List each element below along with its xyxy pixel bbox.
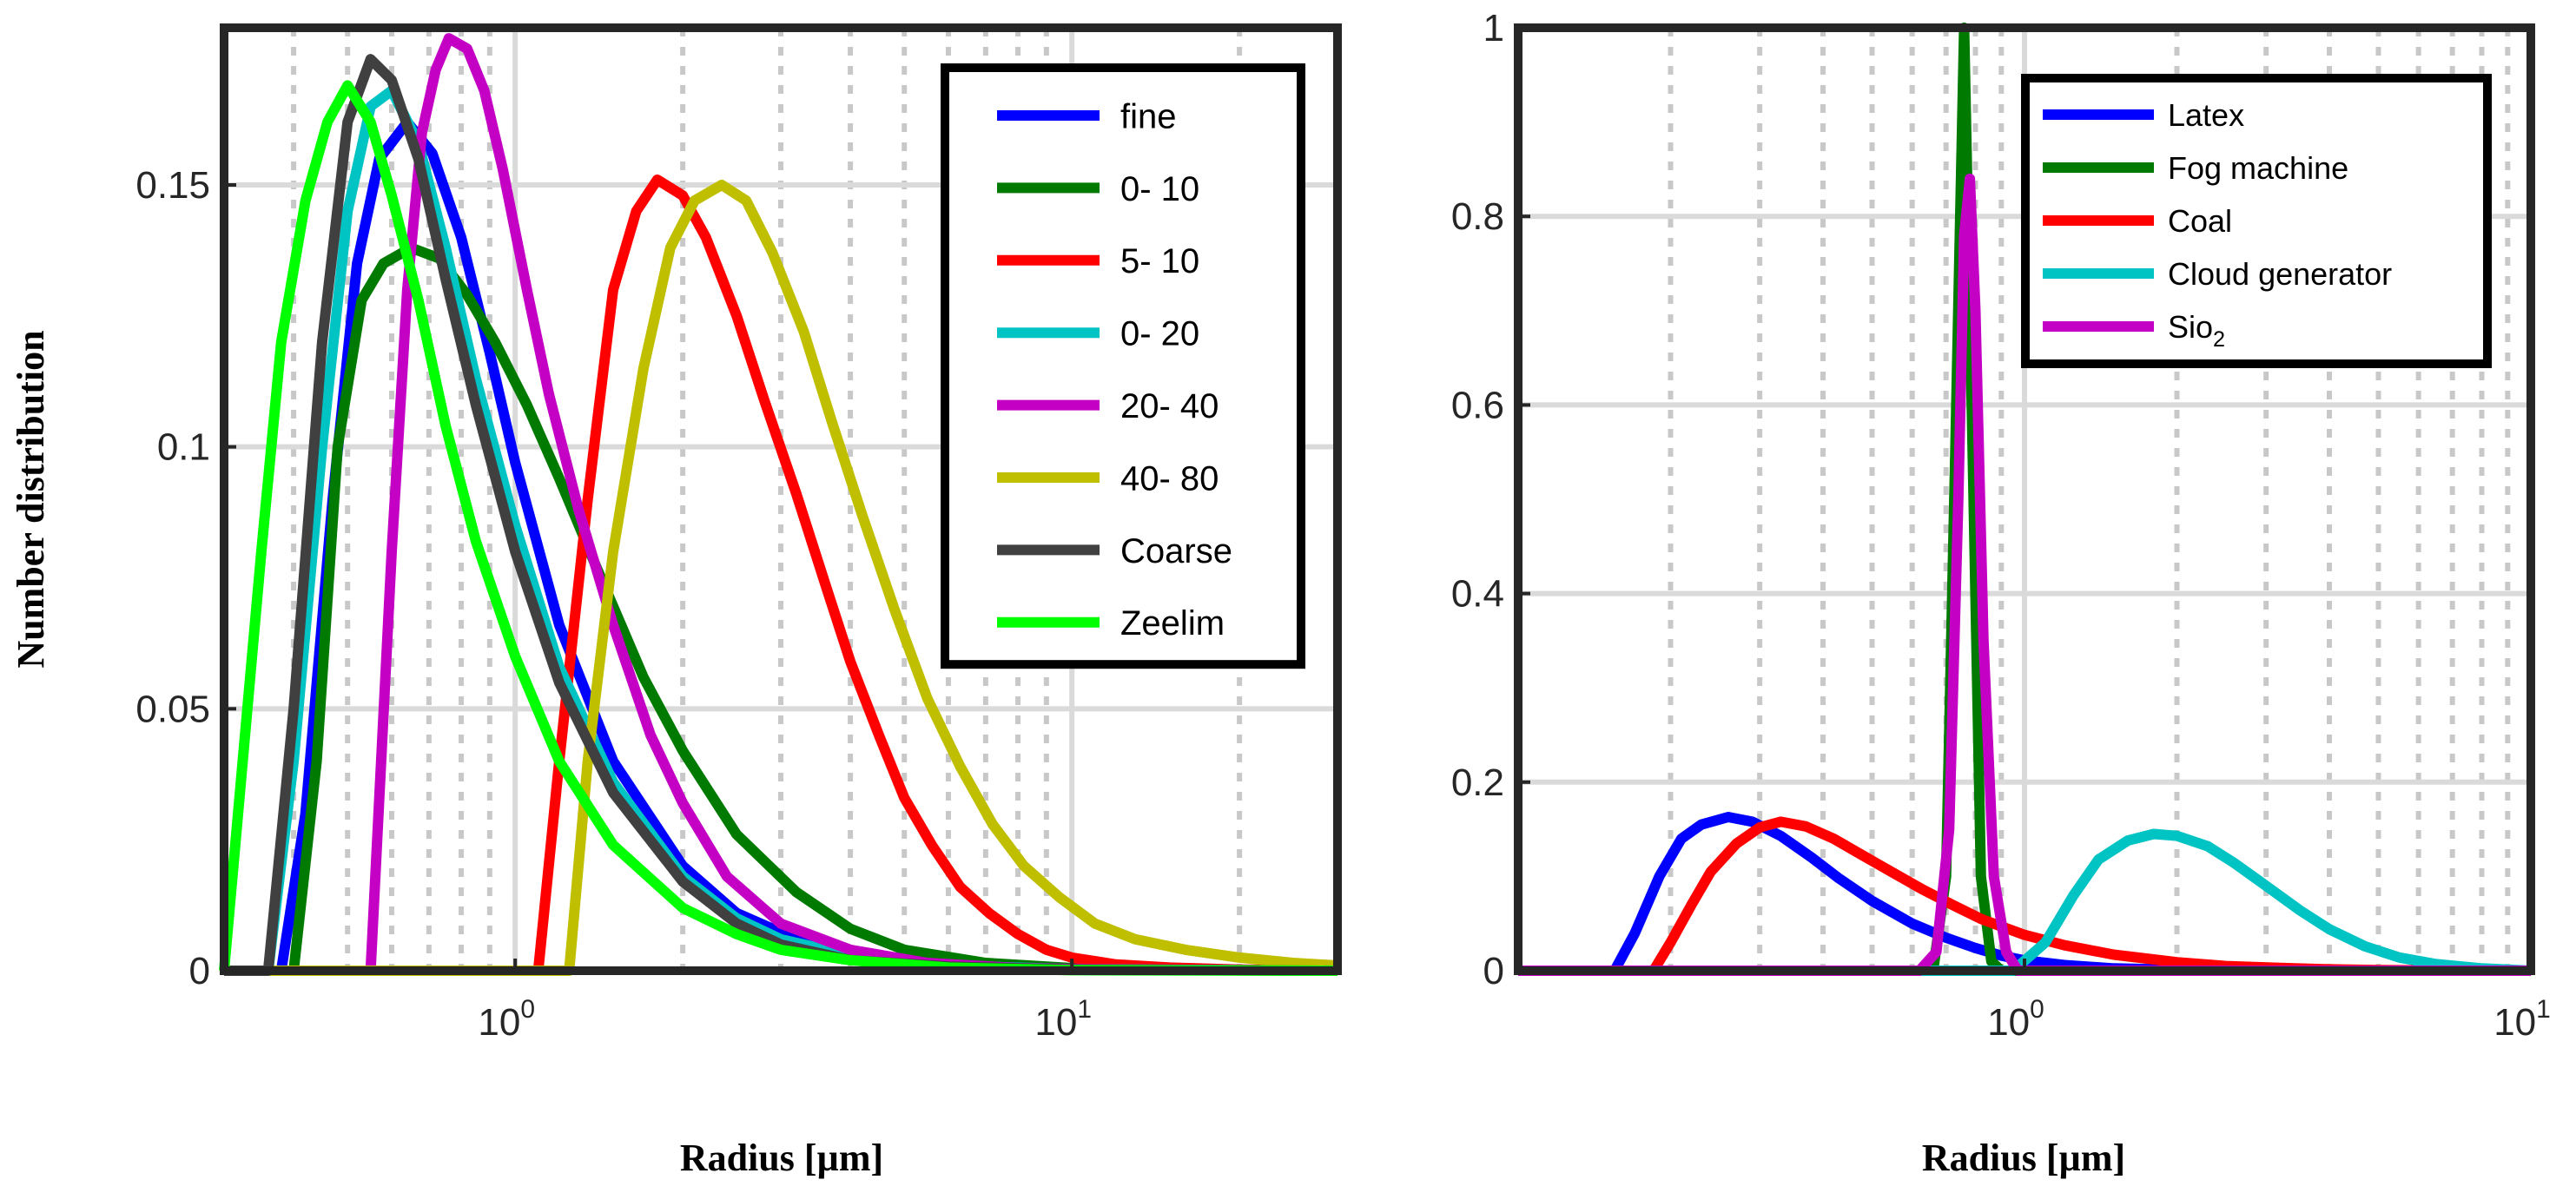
y-tick-label: 0.15 bbox=[135, 164, 210, 207]
legend-label: Cloud generator bbox=[2168, 256, 2392, 292]
right-x-tick-labels: 100 101 bbox=[1987, 959, 2551, 1044]
series-line-5-10 bbox=[224, 175, 1338, 976]
x-tick-label: 101 bbox=[1034, 995, 1092, 1044]
series-line-0-10 bbox=[224, 242, 1338, 976]
legend-label: 0- 20 bbox=[1120, 315, 1199, 353]
y-tick-label: 0 bbox=[189, 950, 210, 992]
right-legend: Latex Fog machine Coal Cloud generator Sio2 bbox=[2021, 74, 2492, 368]
legend-label: Sio2 bbox=[2168, 309, 2225, 352]
legend-label: Latex bbox=[2168, 97, 2244, 133]
left-y-axis-label: Number distribution bbox=[10, 330, 52, 668]
legend-label: Fog machine bbox=[2168, 150, 2348, 186]
left-legend: fine 0- 10 5- 10 0- 20 20- 40 40- 80 Coarse Zee… bbox=[941, 63, 1305, 669]
x-tick-label: 100 bbox=[1987, 995, 2044, 1044]
series-line-cloud-generator bbox=[1518, 828, 2532, 976]
legend-label: fine bbox=[1120, 97, 1177, 135]
series-line-40-80 bbox=[224, 180, 1338, 976]
legend-label: 20- 40 bbox=[1120, 387, 1219, 425]
left-x-tick-labels: 100 101 bbox=[478, 959, 1092, 1044]
y-tick-label: 0.6 bbox=[1451, 384, 1504, 426]
y-tick-label: 0.1 bbox=[157, 426, 210, 469]
y-tick-label: 0 bbox=[1483, 950, 1504, 992]
legend-box bbox=[941, 63, 1305, 669]
left-chart: 0 0.05 0.1 0.15 100 101 Radius [µm] Number d… bbox=[10, 23, 1342, 1179]
series-line-zeelim bbox=[219, 80, 1338, 976]
legend-label: 0- 10 bbox=[1120, 170, 1199, 208]
left-series-layer bbox=[219, 33, 1338, 976]
left-axes-box bbox=[220, 23, 1342, 975]
series-line-sio2 bbox=[1518, 173, 2531, 976]
y-tick-label: 0.2 bbox=[1451, 761, 1504, 804]
legend-label: 5- 10 bbox=[1120, 242, 1199, 280]
y-tick-label: 0.05 bbox=[135, 688, 210, 730]
legend-label: Coal bbox=[2168, 203, 2232, 239]
y-tick-label: 0.8 bbox=[1451, 195, 1504, 238]
left-x-axis-label: Radius [µm] bbox=[680, 1137, 883, 1179]
legend-label: 40- 80 bbox=[1120, 459, 1219, 498]
x-tick-label: 101 bbox=[2493, 995, 2551, 1044]
legend-label: Zeelim bbox=[1120, 604, 1225, 643]
right-chart: 0 0.2 0.4 0.6 0.8 1 100 101 Radius [µm] Latex F… bbox=[1451, 7, 2551, 1179]
legend-label: Coarse bbox=[1120, 532, 1232, 570]
right-x-axis-label: Radius [µm] bbox=[1922, 1137, 2125, 1179]
x-tick-label: 100 bbox=[478, 995, 535, 1044]
y-tick-label: 1 bbox=[1483, 7, 1504, 49]
left-y-tick-labels: 0 0.05 0.1 0.15 bbox=[135, 164, 236, 992]
series-line-20-40 bbox=[224, 33, 1338, 976]
right-y-tick-labels: 0 0.2 0.4 0.6 0.8 1 bbox=[1451, 7, 1530, 992]
y-tick-label: 0.4 bbox=[1451, 573, 1504, 616]
